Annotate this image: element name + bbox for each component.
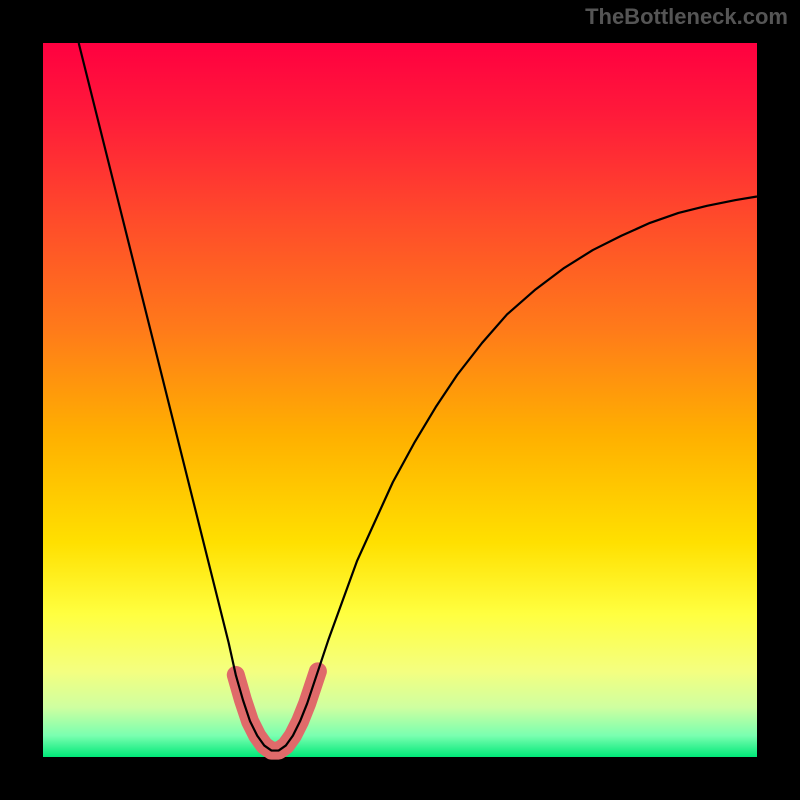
chart-container: TheBottleneck.com xyxy=(0,0,800,800)
chart-svg xyxy=(0,0,800,800)
attribution-text: TheBottleneck.com xyxy=(585,4,788,30)
plot-area xyxy=(43,43,757,757)
